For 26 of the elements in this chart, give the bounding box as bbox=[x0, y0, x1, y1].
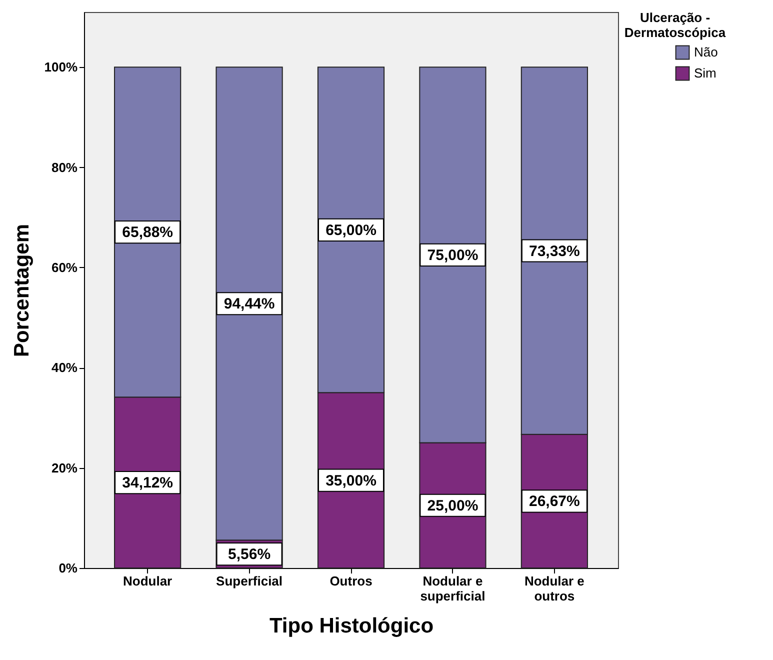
legend-title: Ulceração - Dermatoscópica bbox=[624, 10, 726, 40]
y-tick-label: 80% bbox=[51, 160, 78, 175]
x-tick-label: Nodular bbox=[123, 574, 172, 588]
data-label: 35,00% bbox=[326, 472, 376, 490]
data-label: 65,88% bbox=[122, 224, 174, 242]
legend-label: Sim bbox=[694, 66, 716, 80]
data-label: 26,67% bbox=[528, 493, 580, 510]
x-tick-label: Superficial bbox=[216, 574, 283, 588]
data-label: 94,44% bbox=[224, 296, 275, 313]
data-label: 75,00% bbox=[427, 246, 478, 264]
x-tick-label: Nodular e superficial bbox=[420, 574, 486, 604]
data-label: 5,56% bbox=[228, 546, 271, 564]
y-tick-label: 20% bbox=[51, 460, 78, 476]
x-axis-title: Tipo Histológico bbox=[269, 614, 434, 638]
x-tick-label: Outros bbox=[330, 574, 372, 588]
data-label: 34,12% bbox=[122, 474, 174, 492]
data-label: 65,00% bbox=[326, 222, 376, 239]
data-label: 25,00% bbox=[427, 497, 478, 514]
y-axis-title: Porcentagem bbox=[10, 224, 34, 358]
data-label: 73,33% bbox=[528, 242, 580, 260]
y-tick-label: 0% bbox=[58, 560, 78, 576]
x-tick-label: Nodular e outros bbox=[524, 574, 584, 604]
y-tick-label: 60% bbox=[51, 260, 78, 275]
y-tick-label: 40% bbox=[51, 360, 78, 376]
y-tick-label: 100% bbox=[44, 60, 78, 75]
legend-label: Não bbox=[694, 44, 718, 60]
